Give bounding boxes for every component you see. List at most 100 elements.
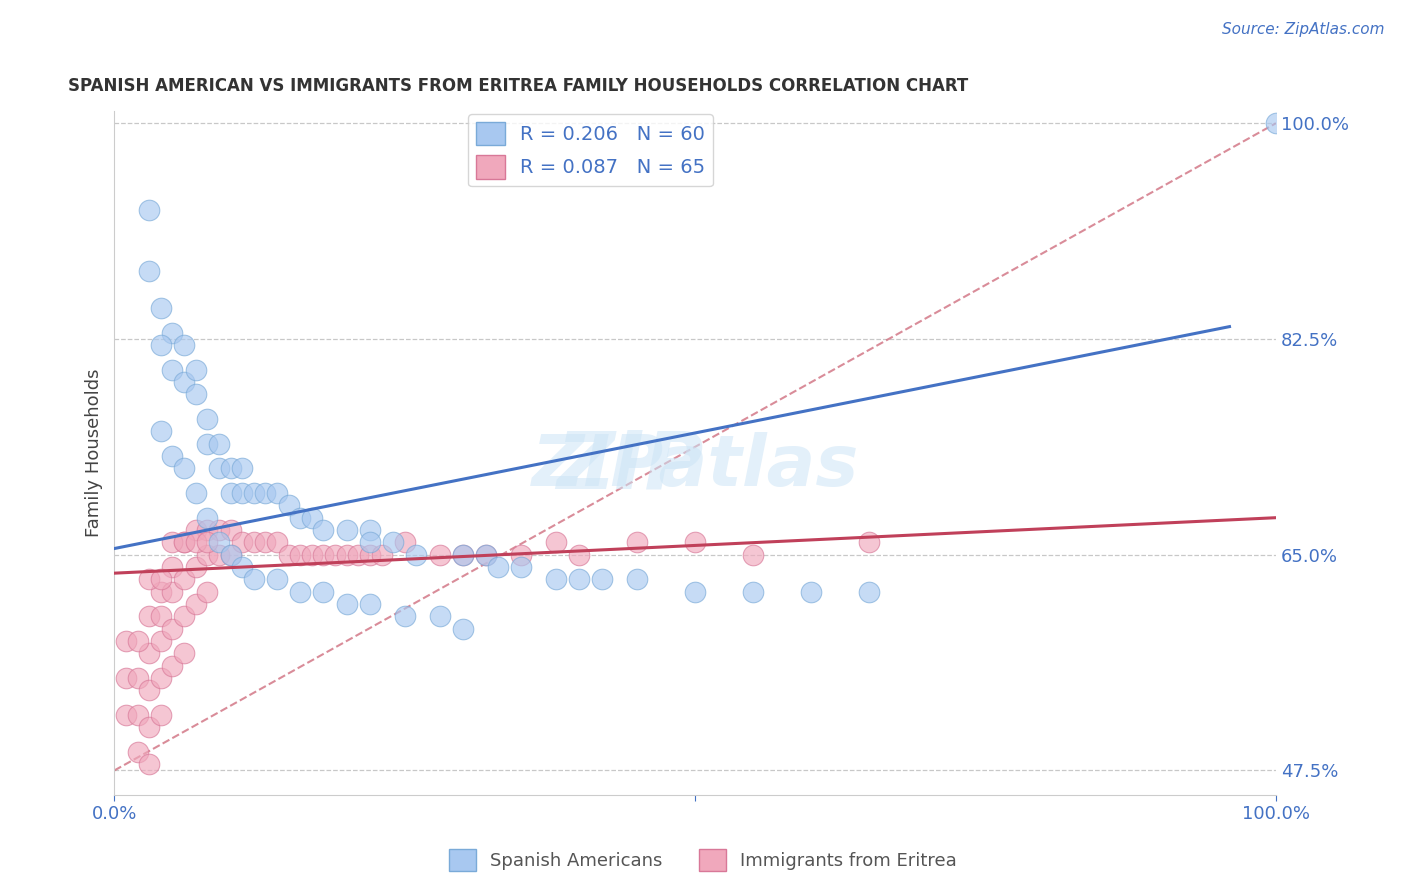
Point — [127, 745, 149, 759]
Point — [173, 535, 195, 549]
Point — [138, 572, 160, 586]
Point — [683, 584, 706, 599]
Point — [219, 548, 242, 562]
Point — [1265, 116, 1288, 130]
Point — [231, 461, 253, 475]
Point — [336, 523, 359, 537]
Point — [162, 535, 184, 549]
Point — [149, 584, 172, 599]
Point — [149, 338, 172, 352]
Point — [149, 301, 172, 315]
Point — [127, 671, 149, 685]
Point — [243, 572, 266, 586]
Text: Source: ZipAtlas.com: Source: ZipAtlas.com — [1222, 22, 1385, 37]
Point — [195, 412, 218, 426]
Legend: Spanish Americans, Immigrants from Eritrea: Spanish Americans, Immigrants from Eritr… — [441, 842, 965, 879]
Point — [219, 461, 242, 475]
Point — [219, 486, 242, 500]
Point — [231, 486, 253, 500]
Point — [510, 548, 533, 562]
Point — [115, 707, 138, 722]
Point — [208, 523, 231, 537]
Point — [323, 548, 346, 562]
Point — [290, 510, 312, 524]
Text: SPANISH AMERICAN VS IMMIGRANTS FROM ERITREA FAMILY HOUSEHOLDS CORRELATION CHART: SPANISH AMERICAN VS IMMIGRANTS FROM ERIT… — [67, 78, 969, 95]
Text: ZIPatlas: ZIPatlas — [531, 432, 859, 501]
Point — [162, 326, 184, 340]
Point — [290, 548, 312, 562]
Point — [429, 609, 451, 624]
Point — [510, 560, 533, 574]
Y-axis label: Family Households: Family Households — [86, 368, 103, 537]
Point — [266, 486, 288, 500]
Point — [858, 584, 880, 599]
Point — [184, 560, 207, 574]
Point — [312, 548, 335, 562]
Point — [127, 634, 149, 648]
Point — [568, 572, 591, 586]
Point — [149, 425, 172, 439]
Point — [173, 572, 195, 586]
Point — [149, 707, 172, 722]
Point — [173, 461, 195, 475]
Point — [184, 387, 207, 401]
Point — [138, 609, 160, 624]
Point — [475, 548, 498, 562]
Point — [266, 535, 288, 549]
Point — [138, 264, 160, 278]
Point — [742, 584, 765, 599]
Point — [451, 622, 474, 636]
Point — [149, 572, 172, 586]
Point — [858, 535, 880, 549]
Point — [138, 757, 160, 772]
Point — [382, 535, 405, 549]
Point — [451, 548, 474, 562]
Point — [184, 535, 207, 549]
Point — [429, 548, 451, 562]
Point — [266, 572, 288, 586]
Point — [800, 584, 823, 599]
Point — [162, 560, 184, 574]
Point — [138, 683, 160, 698]
Point — [208, 548, 231, 562]
Point — [138, 646, 160, 660]
Point — [626, 572, 648, 586]
Point — [162, 363, 184, 377]
Text: ZIP: ZIP — [555, 427, 683, 506]
Point — [591, 572, 613, 586]
Point — [683, 535, 706, 549]
Point — [173, 535, 195, 549]
Point — [208, 461, 231, 475]
Point — [359, 523, 381, 537]
Point — [149, 634, 172, 648]
Point — [162, 584, 184, 599]
Point — [173, 375, 195, 389]
Point — [742, 548, 765, 562]
Legend: R = 0.206   N = 60, R = 0.087   N = 65: R = 0.206 N = 60, R = 0.087 N = 65 — [468, 114, 713, 186]
Point — [568, 548, 591, 562]
Point — [184, 597, 207, 611]
Point — [312, 523, 335, 537]
Point — [115, 634, 138, 648]
Point — [149, 671, 172, 685]
Point — [243, 486, 266, 500]
Point — [359, 535, 381, 549]
Point — [451, 548, 474, 562]
Point — [162, 622, 184, 636]
Point — [184, 486, 207, 500]
Point — [231, 560, 253, 574]
Point — [231, 535, 253, 549]
Point — [219, 523, 242, 537]
Point — [336, 597, 359, 611]
Point — [475, 548, 498, 562]
Point — [149, 609, 172, 624]
Point — [394, 609, 416, 624]
Point — [173, 609, 195, 624]
Point — [394, 535, 416, 549]
Point — [544, 572, 567, 586]
Point — [195, 523, 218, 537]
Point — [184, 523, 207, 537]
Point — [301, 548, 323, 562]
Point — [195, 535, 218, 549]
Point — [277, 499, 299, 513]
